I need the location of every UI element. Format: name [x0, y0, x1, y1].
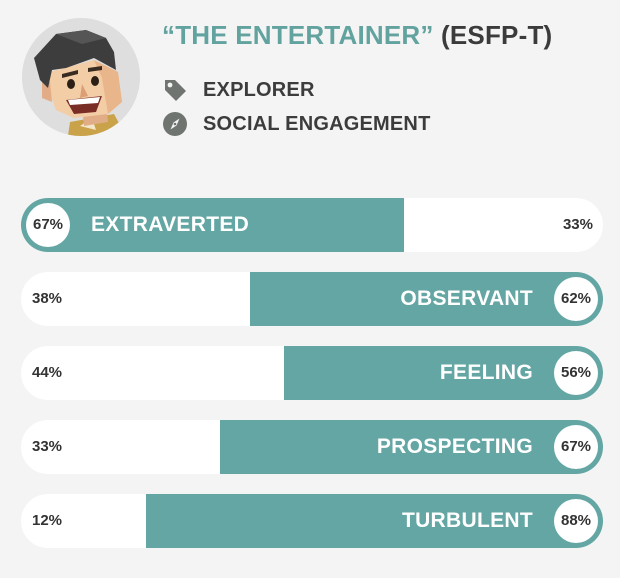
trait-label: TURBULENT	[401, 509, 533, 532]
trait-fill	[250, 272, 603, 326]
trait-right-percent: 56%	[554, 351, 598, 395]
trait-fill	[220, 420, 603, 474]
compass-icon	[162, 111, 188, 137]
trait-fill	[21, 198, 404, 252]
tag-icon	[162, 77, 188, 103]
trait-label: EXTRAVERTED	[91, 213, 250, 236]
type-name: “THE ENTERTAINER”	[162, 20, 434, 50]
strategy-label: SOCIAL ENGAGEMENT	[203, 112, 431, 135]
trait-right-percent: 62%	[554, 277, 598, 321]
trait-left-percent: 44%	[32, 364, 63, 381]
trait-bar-turbulent: 12% TURBULENT 88%	[21, 494, 603, 548]
trait-bar-extraverted: 67% EXTRAVERTED 33%	[21, 198, 603, 252]
role-row: EXPLORER	[162, 76, 315, 104]
trait-left-percent: 12%	[32, 512, 63, 529]
strategy-row: SOCIAL ENGAGEMENT	[162, 110, 431, 138]
trait-fill	[146, 494, 603, 548]
trait-fill	[284, 346, 603, 400]
trait-left-percent: 38%	[32, 290, 63, 307]
trait-right-percent: 88%	[554, 499, 598, 543]
trait-bar-feeling: 44% FEELING 56%	[21, 346, 603, 400]
trait-label: FEELING	[439, 361, 533, 384]
cartoon-face-icon	[22, 18, 140, 136]
role-label: EXPLORER	[203, 78, 315, 101]
trait-left-percent: 33%	[32, 438, 63, 455]
trait-bar-observant: 38% OBSERVANT 62%	[21, 272, 603, 326]
trait-label: OBSERVANT	[400, 287, 533, 310]
trait-label: PROSPECTING	[376, 435, 533, 458]
personality-type-title: “THE ENTERTAINER” (ESFP-T)	[162, 20, 552, 51]
profile-header: “THE ENTERTAINER” (ESFP-T) EXPLORER SOCI…	[0, 0, 620, 160]
type-code: (ESFP-T)	[433, 20, 553, 50]
avatar	[22, 18, 140, 136]
trait-bar-prospecting: 33% PROSPECTING 67%	[21, 420, 603, 474]
trait-right-percent: 67%	[554, 425, 598, 469]
trait-left-percent: 67%	[26, 203, 70, 247]
trait-right-percent: 33%	[562, 216, 593, 233]
